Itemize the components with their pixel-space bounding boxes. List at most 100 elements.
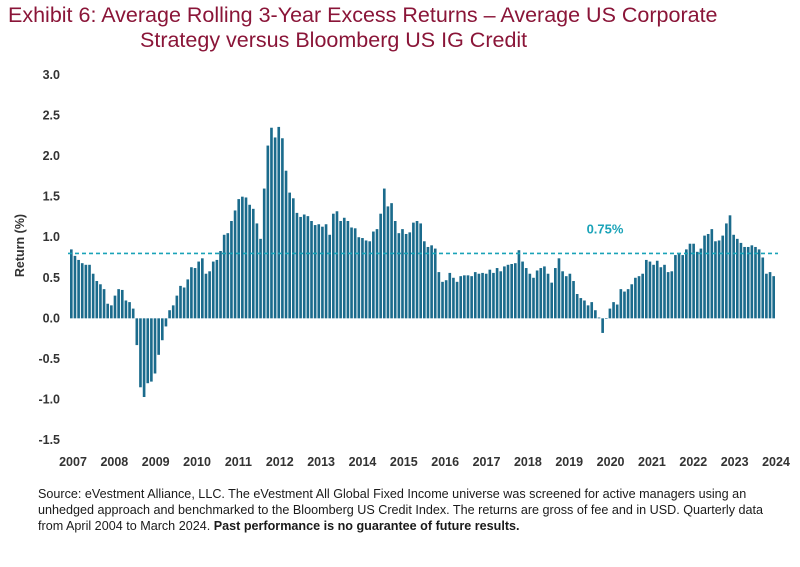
bar bbox=[306, 216, 310, 319]
x-tick-label: 2019 bbox=[555, 455, 583, 469]
bar bbox=[644, 259, 648, 319]
bar bbox=[106, 303, 110, 319]
bar bbox=[73, 255, 77, 319]
bar bbox=[255, 223, 259, 319]
bar bbox=[481, 272, 484, 319]
bar bbox=[484, 273, 488, 319]
bar bbox=[368, 241, 372, 319]
bar bbox=[251, 208, 255, 319]
bar bbox=[630, 284, 634, 319]
bar bbox=[604, 318, 608, 319]
bar bbox=[768, 272, 772, 319]
bar bbox=[182, 287, 186, 319]
bar bbox=[361, 238, 364, 319]
y-tick-label: 2.0 bbox=[43, 149, 60, 163]
bar bbox=[674, 255, 677, 319]
bar bbox=[444, 280, 448, 319]
bar bbox=[84, 264, 88, 319]
x-tick-label: 2021 bbox=[638, 455, 666, 469]
bar bbox=[637, 276, 641, 319]
bar bbox=[386, 206, 390, 319]
bar bbox=[717, 240, 721, 319]
bar bbox=[201, 258, 204, 319]
bar bbox=[110, 305, 113, 319]
bar bbox=[615, 304, 619, 319]
x-tick-label: 2007 bbox=[59, 455, 87, 469]
bar bbox=[270, 127, 273, 319]
source-text: Source: eVestment Alliance, LLC. The eVe… bbox=[38, 487, 764, 533]
bar bbox=[346, 221, 350, 319]
bar bbox=[390, 203, 393, 319]
y-tick-label: 1.5 bbox=[43, 190, 60, 204]
bar bbox=[732, 234, 735, 319]
bar bbox=[419, 223, 422, 319]
bar bbox=[186, 279, 190, 319]
bar bbox=[663, 264, 666, 319]
bar bbox=[634, 277, 637, 319]
bar bbox=[608, 308, 612, 319]
x-tick-label: 2023 bbox=[721, 455, 749, 469]
bar bbox=[666, 272, 670, 319]
bar bbox=[437, 272, 441, 319]
bar bbox=[681, 255, 685, 319]
bar bbox=[513, 263, 517, 319]
bar bbox=[404, 233, 408, 319]
bar bbox=[117, 289, 120, 319]
bar bbox=[353, 228, 357, 319]
bar bbox=[335, 211, 339, 319]
bar bbox=[623, 291, 626, 319]
bar bbox=[295, 212, 299, 319]
y-tick-label: 0.5 bbox=[43, 271, 60, 285]
bar bbox=[281, 138, 284, 319]
bar bbox=[204, 273, 208, 319]
bar bbox=[772, 276, 775, 319]
bar bbox=[550, 282, 554, 319]
bar bbox=[379, 213, 382, 319]
bar bbox=[594, 310, 597, 319]
bar bbox=[102, 289, 106, 319]
bar bbox=[586, 305, 590, 319]
bar bbox=[688, 243, 692, 319]
bar bbox=[728, 215, 732, 319]
bar bbox=[492, 272, 495, 319]
y-tick-label: 3.0 bbox=[43, 68, 60, 82]
bar bbox=[463, 275, 466, 319]
x-tick-label: 2015 bbox=[390, 455, 418, 469]
bar bbox=[430, 245, 433, 319]
bar bbox=[561, 271, 564, 319]
bar bbox=[357, 237, 361, 319]
bar bbox=[473, 272, 477, 319]
bar bbox=[521, 261, 524, 319]
bar bbox=[670, 271, 674, 319]
x-tick-label: 2013 bbox=[307, 455, 335, 469]
bar bbox=[659, 267, 663, 319]
bar bbox=[350, 227, 353, 319]
bar bbox=[619, 289, 623, 319]
bar bbox=[706, 233, 710, 319]
bar bbox=[237, 199, 241, 319]
chart-title-line1: Exhibit 6: Average Rolling 3-Year Excess… bbox=[8, 3, 718, 27]
bar bbox=[146, 318, 150, 384]
bar bbox=[299, 216, 302, 319]
bar bbox=[543, 266, 546, 319]
bar bbox=[302, 214, 306, 319]
x-tick-label: 2016 bbox=[431, 455, 459, 469]
bar bbox=[488, 269, 492, 319]
bar bbox=[139, 318, 142, 388]
bar bbox=[714, 241, 717, 319]
bar bbox=[153, 318, 157, 374]
bar bbox=[652, 264, 655, 319]
bar bbox=[401, 229, 404, 319]
bar bbox=[193, 268, 197, 319]
bar bbox=[648, 261, 652, 319]
bar bbox=[397, 233, 401, 319]
bar bbox=[230, 221, 233, 319]
bar bbox=[313, 225, 317, 319]
bar bbox=[692, 243, 695, 319]
bar bbox=[626, 289, 630, 319]
bar bbox=[375, 229, 379, 319]
bar bbox=[441, 281, 444, 319]
bar bbox=[506, 264, 510, 319]
bar bbox=[408, 232, 412, 319]
bar bbox=[510, 263, 513, 319]
